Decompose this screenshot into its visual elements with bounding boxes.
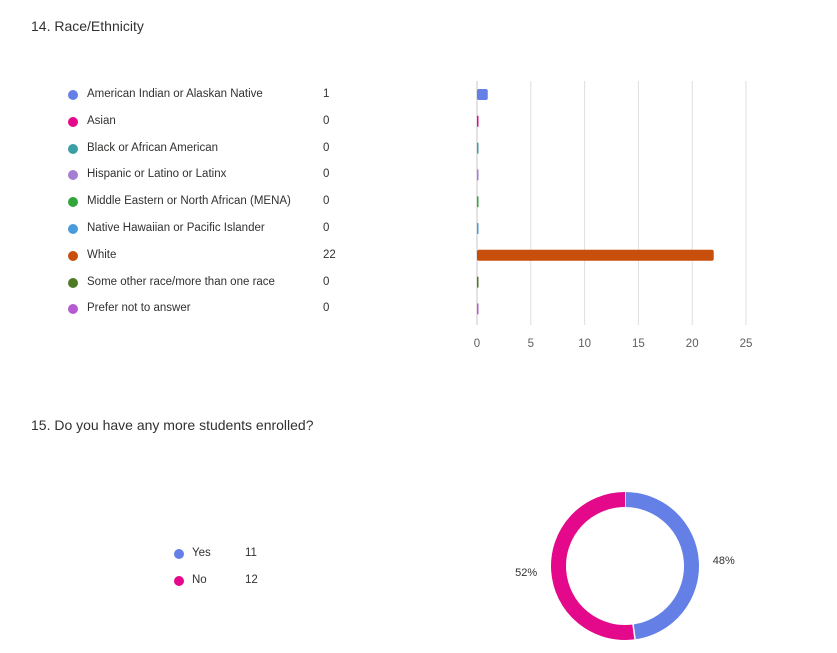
legend-label: No: [192, 574, 207, 586]
race-bar-chart: 0 5 10 15 20 25: [474, 81, 753, 350]
x-tick-label: 15: [632, 338, 645, 350]
legend-label: Hispanic or Latino or Latinx: [87, 168, 227, 181]
legend-swatch: [68, 197, 78, 208]
legend-label: Prefer not to answer: [87, 302, 191, 315]
bar: [477, 169, 479, 181]
legend-count: 1: [323, 88, 330, 100]
slice-percent-label: 52%: [515, 567, 537, 579]
legend-label: Middle Eastern or North African (MENA): [87, 195, 291, 208]
bar: [477, 115, 479, 127]
bar: [477, 303, 479, 315]
legend-swatch: [68, 250, 78, 261]
bar: [477, 276, 479, 288]
legend-swatch: [68, 277, 78, 288]
question-14-section: 14. Race/Ethnicity: [31, 18, 144, 34]
legend-count: 22: [323, 248, 336, 261]
legend-count: 0: [323, 302, 330, 315]
legend-swatch: [174, 576, 184, 586]
donut-slice: [551, 492, 636, 640]
legend-count: 0: [323, 221, 330, 234]
legend-count: 0: [323, 141, 330, 154]
legend-count: 0: [323, 195, 330, 208]
legend-label: Native Hawaiian or Pacific Islander: [87, 221, 265, 234]
x-tick-label: 0: [474, 338, 480, 350]
x-tick-label: 5: [528, 338, 534, 350]
slice-percent-label: 48%: [713, 555, 735, 567]
x-tick-label: 20: [686, 338, 699, 350]
legend-count: 0: [323, 168, 330, 181]
x-tick-label: 25: [740, 338, 753, 350]
legend-label: Asian: [87, 114, 116, 127]
question-14-title: 14. Race/Ethnicity: [31, 18, 144, 34]
bar: [477, 249, 714, 261]
legend-label: Some other race/more than one race: [87, 275, 275, 288]
legend-count: 11: [245, 547, 257, 559]
legend-swatch: [68, 223, 78, 234]
bar: [477, 223, 479, 234]
legend-label: White: [87, 248, 117, 261]
bar: [477, 142, 479, 154]
legend-swatch: [68, 90, 78, 100]
legend-label: American Indian or Alaskan Native: [87, 88, 263, 100]
x-tick-label: 10: [578, 338, 591, 350]
donut-slice: [624, 492, 699, 640]
legend-swatch: [68, 304, 78, 315]
question-15-section: 15. Do you have any more students enroll…: [0, 395, 837, 653]
legend-swatch: [68, 116, 78, 127]
enrolled-donut-chart: 48% 52%: [515, 492, 735, 640]
question-15-title: 15. Do you have any more students enroll…: [31, 417, 314, 433]
legend-swatch: [68, 143, 78, 154]
bar: [477, 196, 479, 208]
legend-swatch: [68, 170, 78, 181]
legend-label: Yes: [192, 547, 211, 559]
legend-count: 0: [323, 275, 330, 288]
legend-count: 0: [323, 114, 330, 127]
legend-label: Black or African American: [87, 141, 219, 154]
legend-swatch: [174, 549, 184, 559]
slice-separator: [632, 624, 636, 640]
legend-count: 12: [245, 574, 258, 586]
bar: [477, 89, 488, 100]
